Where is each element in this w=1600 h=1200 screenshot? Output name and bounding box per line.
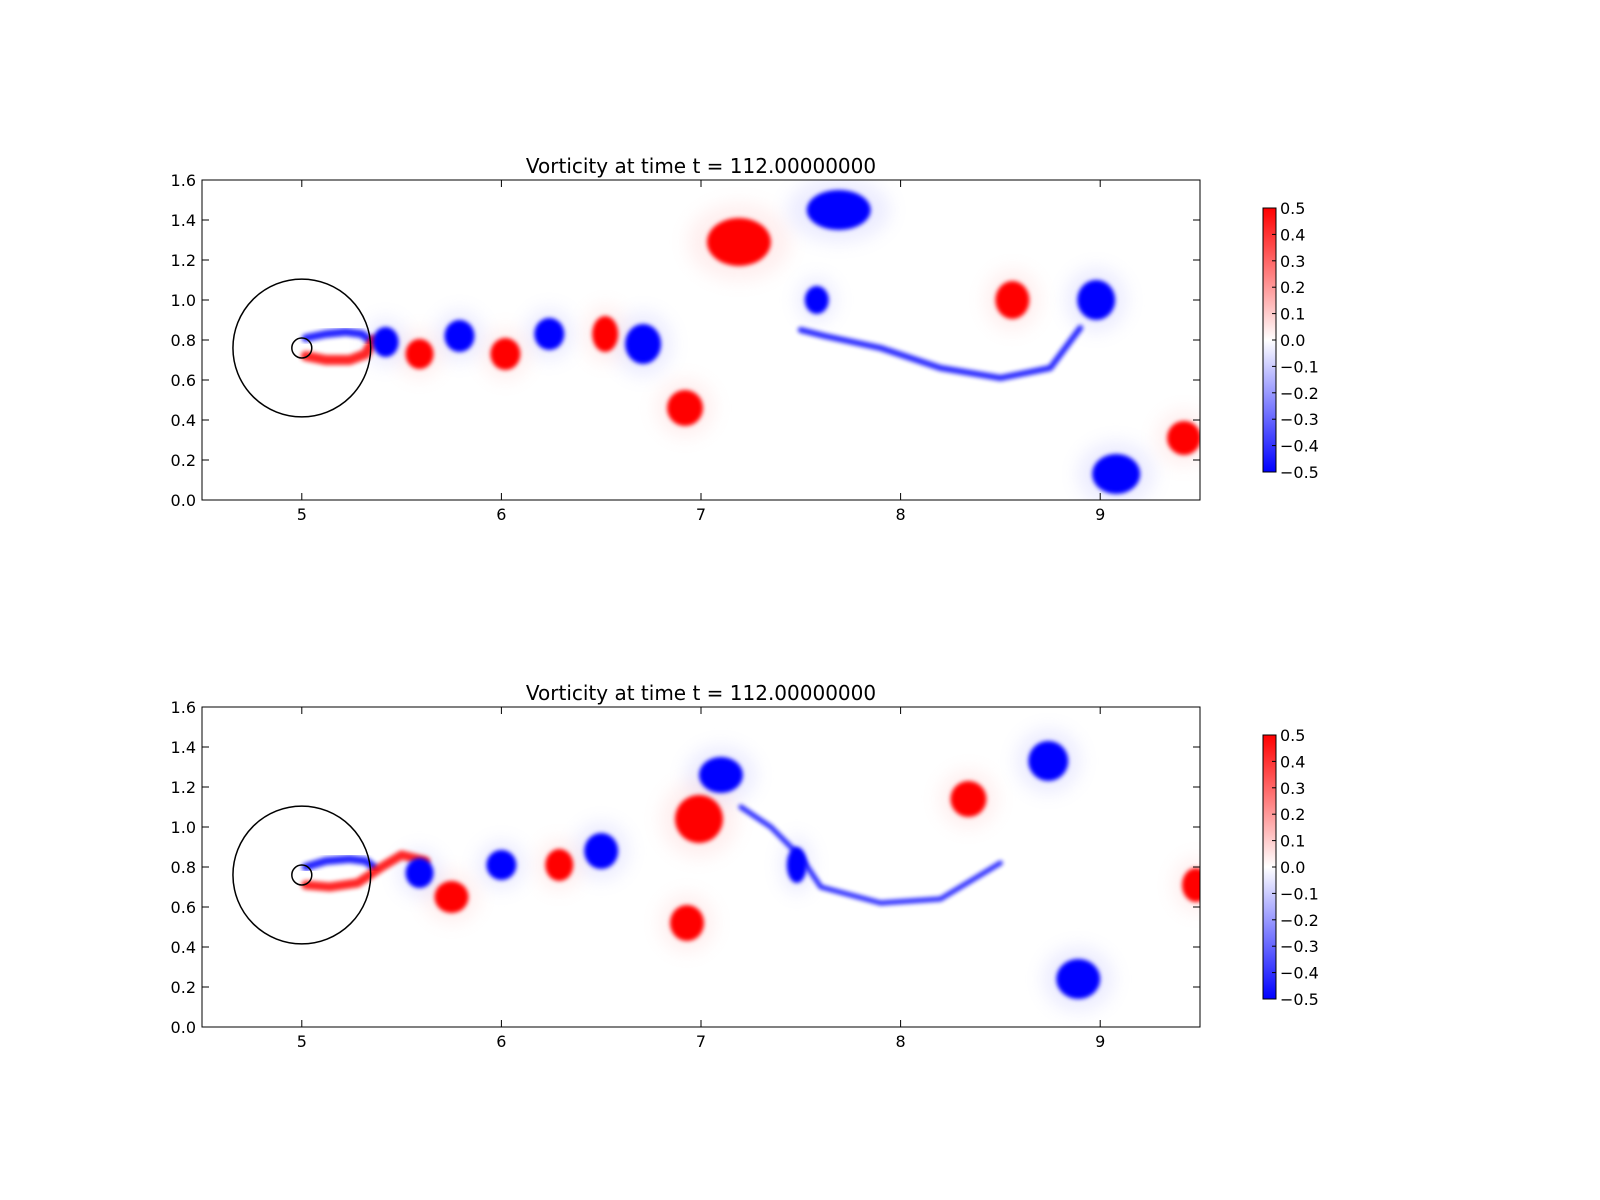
y-tick-label: 1.4 <box>171 211 196 230</box>
x-tick-label: 8 <box>896 505 906 524</box>
vorticity-panel-bottom: 5 6 7 8 9 0.0 0.2 0.4 0.6 0.8 1.0 1.2 1.4 1.6 Vorticit… <box>171 681 1319 1051</box>
positive-vortex <box>667 390 703 426</box>
positive-vortex <box>951 781 987 817</box>
negative-vortex <box>373 327 399 357</box>
negative-vortex <box>699 757 743 793</box>
x-tick-label: 8 <box>896 1032 906 1051</box>
colorbar-tick-label: 0.4 <box>1280 752 1305 771</box>
positive-vortex <box>545 849 573 881</box>
negative-vortex <box>445 320 475 352</box>
positive-vortex <box>995 281 1029 319</box>
x-tick-label: 7 <box>696 1032 706 1051</box>
colorbar-tick-label: −0.5 <box>1280 463 1319 482</box>
x-tick-label: 5 <box>297 505 307 524</box>
x-tick-label: 6 <box>496 505 506 524</box>
chart-title: Vorticity at time t = 112.00000000 <box>526 681 876 705</box>
x-tick-label: 9 <box>1095 505 1105 524</box>
positive-vortex <box>675 795 723 843</box>
negative-vortex <box>534 318 564 350</box>
negative-vortex <box>406 858 434 888</box>
y-tick-label: 0.6 <box>171 371 196 390</box>
negative-vortex <box>1077 280 1115 320</box>
positive-vortex <box>1182 868 1210 902</box>
positive-vortex <box>1167 421 1201 455</box>
colorbar-tick-label: 0.2 <box>1280 805 1305 824</box>
positive-vortex <box>490 338 520 370</box>
colorbar-tick-label: −0.5 <box>1280 990 1319 1009</box>
negative-vortex <box>1028 741 1068 781</box>
y-tick-label: 0.2 <box>171 451 196 470</box>
colorbar-tick-label: 0.2 <box>1280 278 1305 297</box>
negative-vortex <box>1092 454 1140 494</box>
y-tick-label: 0.8 <box>171 331 196 350</box>
vorticity-panel-top: 5 6 7 8 9 0.0 0.2 0.4 0.6 0.8 1.0 1.2 1.4 1.6 Vorticit… <box>171 154 1319 524</box>
colorbar-tick-label: −0.2 <box>1280 911 1319 930</box>
colorbar-tick-label: 0.1 <box>1280 832 1305 851</box>
colorbar-tick-label: −0.3 <box>1280 937 1319 956</box>
colorbar-tick-label: 0.0 <box>1280 331 1305 350</box>
y-tick-label: 0.4 <box>171 938 196 957</box>
negative-vortex <box>625 324 661 364</box>
y-tick-label: 1.0 <box>171 818 196 837</box>
colorbar-tick-label: 0.5 <box>1280 199 1305 218</box>
x-tick-label: 9 <box>1095 1032 1105 1051</box>
chart-title: Vorticity at time t = 112.00000000 <box>526 154 876 178</box>
colorbar-tick-label: 0.3 <box>1280 779 1305 798</box>
x-tick-label: 6 <box>496 1032 506 1051</box>
y-tick-label: 1.2 <box>171 251 196 270</box>
positive-vortex <box>592 316 618 352</box>
x-tick-label: 7 <box>696 505 706 524</box>
y-tick-label: 1.0 <box>171 291 196 310</box>
positive-vortex <box>435 881 469 913</box>
y-tick-label: 0.0 <box>171 1018 196 1037</box>
colorbar-tick-label: 0.5 <box>1280 726 1305 745</box>
y-tick-label: 1.6 <box>171 171 196 190</box>
positive-vortex <box>670 905 704 941</box>
y-tick-label: 0.0 <box>171 491 196 510</box>
negative-vortex <box>787 847 807 883</box>
colorbar-tick-label: −0.4 <box>1280 437 1319 456</box>
positive-vortex <box>406 339 434 369</box>
positive-vortex <box>707 218 771 266</box>
negative-vortex <box>805 286 829 314</box>
negative-vortex <box>807 190 871 230</box>
y-tick-label: 0.4 <box>171 411 196 430</box>
colorbar-tick-label: 0.3 <box>1280 252 1305 271</box>
negative-vortex <box>486 850 516 880</box>
x-tick-label: 5 <box>297 1032 307 1051</box>
colorbar-tick-label: 0.1 <box>1280 305 1305 324</box>
colorbar-tick-label: 0.4 <box>1280 225 1305 244</box>
colorbar-tick-label: −0.4 <box>1280 964 1319 983</box>
y-tick-label: 0.2 <box>171 978 196 997</box>
y-tick-label: 0.6 <box>171 898 196 917</box>
colorbar-tick-label: −0.3 <box>1280 410 1319 429</box>
negative-vortex <box>584 833 618 869</box>
colorbar-tick-label: 0.0 <box>1280 858 1305 877</box>
y-tick-label: 1.4 <box>171 738 196 757</box>
y-tick-label: 0.8 <box>171 858 196 877</box>
y-tick-label: 1.2 <box>171 778 196 797</box>
colorbar-tick-label: −0.1 <box>1280 357 1319 376</box>
negative-vortex <box>1056 959 1100 999</box>
colorbar-tick-label: −0.1 <box>1280 884 1319 903</box>
y-tick-label: 1.6 <box>171 698 196 717</box>
colorbar-tick-label: −0.2 <box>1280 384 1319 403</box>
